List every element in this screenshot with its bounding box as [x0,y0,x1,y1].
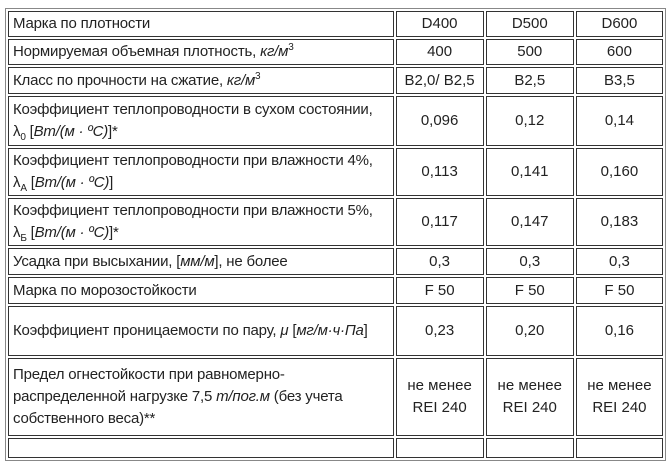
value-cell: не менее REI 240 [575,358,663,436]
value-cell: 0,160 [575,148,663,196]
label-segment: Вт/(м · ºС) [34,224,110,241]
label-segment: А [20,183,27,194]
table-row: Коэффициент теплопроводности при влажнос… [8,148,663,196]
label-segment: Нормируемая объемная плотность, [13,43,261,60]
table-row: Марка по морозостойкости F 50 F 50 F 50 [8,277,663,304]
table-row [8,438,663,458]
value-cell [575,438,663,458]
table-row: Коэффициент теплопроводности при влажнос… [8,198,663,246]
value-cell: 0,117 [395,198,484,246]
row-label: Марка по плотности [8,11,394,37]
value-cell: F 50 [485,277,574,304]
value-cell: D400 [395,11,484,37]
table-row: Нормируемая объемная плотность, кг/м3 400… [8,39,663,65]
value-cell: 0,16 [575,306,663,356]
table-row: Класс по прочности на сжатие, кг/м3 B2,0/… [8,67,663,94]
row-label: Нормируемая объемная плотность, кг/м3 [8,39,394,65]
value-cell: 0,14 [575,96,663,146]
value-cell: 0,096 [395,96,484,146]
properties-table: Марка по плотности D400 D500 D600 Нормируема… [5,8,666,461]
label-segment: Коэффициент теплопроводности в сухом сос… [13,101,373,140]
value-cell: B3,5 [575,67,663,94]
value-cell: 0,141 [485,148,574,196]
label-segment: Класс по прочности на сжатие, [13,71,227,89]
label-segment: [ [288,322,297,339]
value-cell: B2,5 [485,67,574,94]
value-cell: 0,20 [485,306,574,356]
row-label: Класс по прочности на сжатие, кг/м3 [8,67,394,94]
label-segment: Коэффициент проницаемости по пару, [13,322,281,339]
value-cell: 0,3 [575,248,663,275]
label-segment: 3 [255,70,261,82]
label-segment: Вт/(м · ºС) [34,174,110,191]
label-segment: Предел огнестойкости при равномерно-расп… [13,366,285,405]
row-label: Усадка при высыхании, [мм/м], не более [8,248,394,275]
label-segment: [ [25,123,34,140]
value-cell: 0,3 [485,248,574,275]
row-label: Предел огнестойкости при равномерно-расп… [8,358,394,436]
label-segment: кг/м [226,71,256,89]
label-segment: ]* [108,123,118,140]
label-segment: мм/м [180,252,215,270]
label-segment: Вт/(м · ºС) [33,123,109,140]
label-segment: ], не более [214,252,288,270]
value-cell [395,438,484,458]
label-segment: ]* [109,224,119,241]
row-label: Коэффициент теплопроводности при влажнос… [8,198,394,246]
table-row: Марка по плотности D400 D500 D600 [8,11,663,37]
label-segment: Марка по морозостойкости [13,281,197,299]
value-cell: 0,183 [575,198,663,246]
label-segment: [ [26,174,35,191]
value-cell [485,438,574,458]
table-row: Коэффициент теплопроводности в сухом сос… [8,96,663,146]
label-segment: Марка по плотности [13,15,151,32]
row-label [8,438,394,458]
value-cell: 0,3 [395,248,484,275]
value-cell: F 50 [395,277,484,304]
label-segment: Коэффициент теплопроводности при влажнос… [13,202,373,241]
row-label: Коэффициент теплопроводности в сухом сос… [8,96,394,146]
label-segment: ] [109,174,114,191]
row-label: Марка по морозостойкости [8,277,394,304]
value-cell: D600 [575,11,663,37]
label-segment: 3 [288,42,294,53]
value-cell: 0,12 [485,96,574,146]
label-segment: μ [280,322,289,339]
value-cell: не менее REI 240 [395,358,484,436]
label-segment: Б [20,233,27,244]
value-cell: 0,147 [485,198,574,246]
table-row: Усадка при высыхании, [мм/м], не более 0,… [8,248,663,275]
label-segment: мг/м·ч·Па [296,322,364,339]
label-segment: 0 [20,132,26,143]
label-segment: ] [363,322,368,339]
label-segment: Коэффициент теплопроводности при влажнос… [13,152,373,191]
value-cell: B2,0/ B2,5 [395,67,484,94]
label-segment: [ [26,224,35,241]
value-cell: 400 [395,39,484,65]
row-label: Коэффициент проницаемости по пару, μ [мг… [8,306,394,356]
value-cell: 0,23 [395,306,484,356]
label-segment: (без учета собственного веса)** [13,388,343,427]
table-row: Предел огнестойкости при равномерно-расп… [8,358,663,436]
value-cell: не менее REI 240 [485,358,574,436]
label-segment: кг/м [260,43,289,60]
value-cell: 600 [575,39,663,65]
label-segment: т/пог.м [216,388,270,405]
value-cell: 500 [485,39,574,65]
row-label: Коэффициент теплопроводности при влажнос… [8,148,394,196]
label-segment: Усадка при высыхании, [ [13,252,181,270]
value-cell: F 50 [575,277,663,304]
value-cell: D500 [485,11,574,37]
value-cell: 0,113 [395,148,484,196]
table-row: Коэффициент проницаемости по пару, μ [мг… [8,306,663,356]
